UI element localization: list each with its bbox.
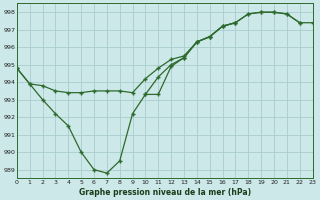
X-axis label: Graphe pression niveau de la mer (hPa): Graphe pression niveau de la mer (hPa) <box>79 188 251 197</box>
